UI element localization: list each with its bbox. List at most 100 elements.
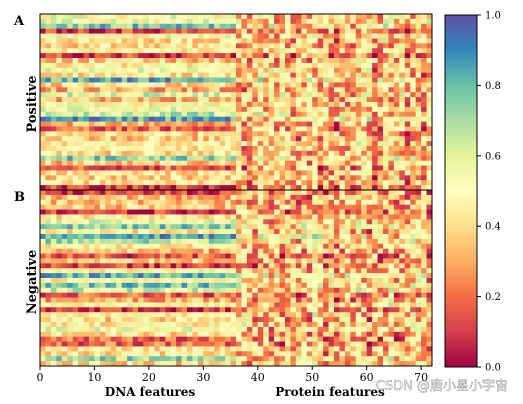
heatmap-cell xyxy=(176,38,182,44)
heatmap-cell xyxy=(350,322,357,328)
heatmap-cell xyxy=(399,263,406,269)
heatmap-cell xyxy=(208,209,215,215)
heatmap-cell xyxy=(399,62,406,69)
heatmap-cell xyxy=(372,131,378,137)
heatmap-cell xyxy=(279,165,286,171)
heatmap-cell xyxy=(89,38,95,44)
heatmap-cell xyxy=(285,33,291,39)
heatmap-cell xyxy=(361,268,368,274)
heatmap-cell xyxy=(176,43,182,49)
heatmap-cell xyxy=(187,263,193,269)
heatmap-cell xyxy=(323,273,329,279)
heatmap-cell xyxy=(219,160,226,166)
heatmap-cell xyxy=(301,312,308,318)
heatmap-cell xyxy=(241,77,248,83)
heatmap-cell xyxy=(268,185,275,191)
heatmap-cell xyxy=(383,194,389,201)
heatmap-cell xyxy=(421,116,427,122)
heatmap-cell xyxy=(61,248,68,254)
heatmap-cell xyxy=(404,185,411,191)
heatmap-cell xyxy=(339,150,346,157)
heatmap-cell xyxy=(165,273,172,279)
heatmap-cell xyxy=(317,23,324,30)
heatmap-cell xyxy=(339,258,346,264)
heatmap-cell xyxy=(197,18,204,25)
heatmap-cell xyxy=(268,106,275,113)
heatmap-cell xyxy=(89,62,95,69)
heatmap-cell xyxy=(56,214,63,220)
heatmap-cell xyxy=(393,209,400,215)
heatmap-cell xyxy=(295,106,302,113)
heatmap-cell xyxy=(45,28,52,34)
heatmap-cell xyxy=(105,351,112,357)
heatmap-cell xyxy=(203,170,210,176)
heatmap-cell xyxy=(176,243,182,250)
heatmap-cell xyxy=(116,331,123,338)
heatmap-cell xyxy=(236,229,242,235)
heatmap-cell xyxy=(127,258,133,264)
heatmap-cell xyxy=(344,136,351,142)
heatmap-cell xyxy=(170,175,177,181)
heatmap-cell xyxy=(257,23,264,30)
heatmap-cell xyxy=(110,243,117,250)
heatmap-cell xyxy=(393,204,400,210)
heatmap-cell xyxy=(399,48,406,54)
heatmap-cell xyxy=(426,331,433,338)
heatmap-cell xyxy=(415,121,422,127)
heatmap-cell xyxy=(285,106,291,113)
heatmap-cell xyxy=(132,278,139,284)
heatmap-cell xyxy=(50,238,57,245)
heatmap-cell xyxy=(72,53,79,59)
heatmap-cell xyxy=(165,312,172,318)
heatmap-cell xyxy=(366,160,373,166)
heatmap-cell xyxy=(148,87,155,93)
heatmap-cell xyxy=(312,67,319,74)
heatmap-cell xyxy=(159,126,166,132)
heatmap-cell xyxy=(83,53,90,59)
heatmap-cell xyxy=(219,102,226,108)
heatmap-cell xyxy=(78,106,84,113)
heatmap-cell xyxy=(230,258,237,264)
heatmap-cell xyxy=(159,165,166,171)
heatmap-cell xyxy=(393,77,400,83)
heatmap-cell xyxy=(83,87,90,93)
heatmap-cell xyxy=(257,234,264,240)
heatmap-cell xyxy=(410,268,417,274)
heatmap-cell xyxy=(236,268,242,274)
heatmap-cell xyxy=(110,155,117,162)
heatmap-cell xyxy=(99,307,106,313)
heatmap-cell xyxy=(105,307,112,313)
heatmap-cell xyxy=(334,248,340,254)
heatmap-cell xyxy=(383,111,389,118)
heatmap-cell xyxy=(116,273,123,279)
heatmap-cell xyxy=(61,209,68,215)
heatmap-cell xyxy=(203,263,210,269)
heatmap-cell xyxy=(203,190,210,196)
heatmap-cell xyxy=(94,141,101,147)
heatmap-cell xyxy=(236,92,242,98)
heatmap-cell xyxy=(312,92,319,98)
heatmap-cell xyxy=(105,160,112,166)
heatmap-cell xyxy=(372,336,378,342)
heatmap-cell xyxy=(72,190,79,196)
heatmap-cell xyxy=(317,273,324,279)
heatmap-cell xyxy=(317,219,324,225)
heatmap-cell xyxy=(393,194,400,201)
heatmap-cell xyxy=(388,62,395,69)
heatmap-cell xyxy=(339,297,346,303)
heatmap-cell xyxy=(285,28,291,34)
heatmap-cell xyxy=(339,292,346,298)
heatmap-cell xyxy=(138,180,144,186)
heatmap-cell xyxy=(159,141,166,147)
heatmap-cell xyxy=(236,126,242,132)
heatmap-cell xyxy=(344,341,351,347)
heatmap-cell xyxy=(236,273,242,279)
heatmap-cell xyxy=(295,204,302,210)
heatmap-cell xyxy=(61,224,68,230)
heatmap-cell xyxy=(116,326,123,333)
heatmap-cell xyxy=(99,292,106,298)
heatmap-cell xyxy=(138,341,144,347)
heatmap-cell xyxy=(290,121,297,127)
heatmap-cell xyxy=(203,43,210,49)
heatmap-cell xyxy=(268,204,275,210)
